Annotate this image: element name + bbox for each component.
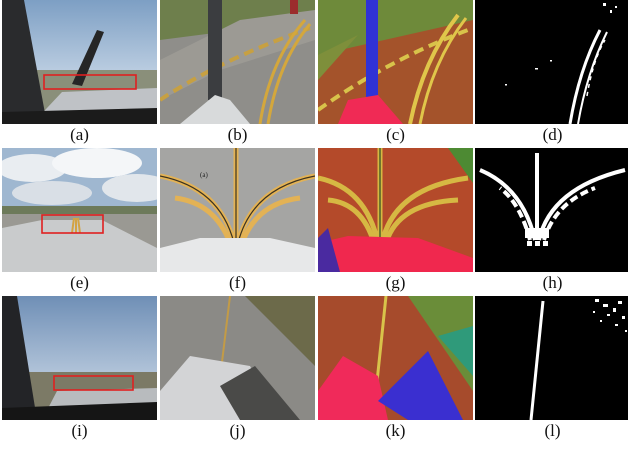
caption-j: (j) [229,421,246,440]
panel-a-cockpit-view [2,0,157,124]
caption-f: (f) [229,273,246,292]
panel-c-false-color [318,0,473,124]
caption-l: (l) [544,421,561,440]
panel-l-binary-mask [475,296,628,420]
caption-d: (d) [542,125,563,144]
panel-f-taxiway-markings: (a) [160,148,315,272]
panel-i-cockpit-view [2,296,157,420]
panel-j-runway-closeup [160,296,315,420]
panel-b-runway-closeup [160,0,315,124]
panel-e-approach-view [2,148,157,272]
caption-a: (a) [70,125,89,144]
caption-c: (c) [386,125,405,144]
panel-g-false-color [318,148,473,272]
panel-k-false-color [318,296,473,420]
caption-e: (e) [70,273,89,292]
caption-k: (k) [385,421,406,440]
panel-h-binary-mask [475,148,628,272]
caption-i: (i) [71,421,88,440]
panel-d-binary-mask [475,0,628,124]
caption-b: (b) [227,125,248,144]
caption-h: (h) [542,273,563,292]
inset-label-a: (a) [200,171,208,179]
caption-g: (g) [385,273,406,292]
